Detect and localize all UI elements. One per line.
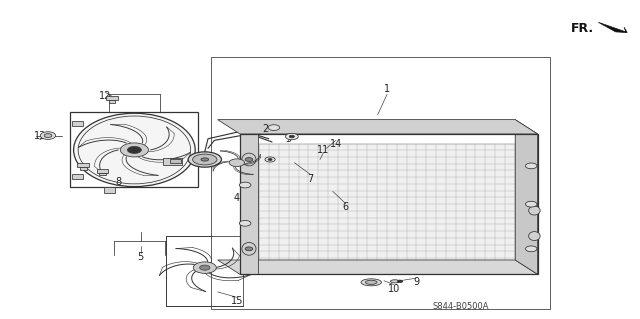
Ellipse shape — [242, 153, 256, 166]
Text: 5: 5 — [138, 252, 144, 262]
Bar — [259, 144, 534, 265]
Text: 3: 3 — [285, 134, 291, 144]
Text: 14: 14 — [330, 138, 342, 149]
Bar — [104, 188, 115, 192]
Ellipse shape — [365, 280, 377, 285]
Text: 2: 2 — [262, 124, 269, 134]
Text: 10: 10 — [387, 284, 400, 294]
Polygon shape — [515, 120, 538, 274]
Circle shape — [525, 246, 537, 252]
Circle shape — [245, 158, 253, 161]
Ellipse shape — [188, 152, 221, 167]
Circle shape — [120, 143, 148, 157]
Ellipse shape — [193, 154, 217, 165]
Circle shape — [525, 163, 537, 169]
Text: 11: 11 — [317, 145, 330, 155]
Ellipse shape — [361, 279, 381, 286]
Circle shape — [193, 262, 216, 273]
Ellipse shape — [201, 158, 209, 161]
Circle shape — [200, 265, 210, 270]
Bar — [163, 158, 182, 165]
Text: 4: 4 — [234, 193, 240, 203]
Bar — [166, 236, 243, 306]
Text: 8: 8 — [115, 177, 122, 187]
Circle shape — [239, 182, 251, 188]
Polygon shape — [598, 22, 627, 33]
Ellipse shape — [242, 242, 256, 255]
Bar — [72, 174, 83, 179]
Circle shape — [40, 132, 56, 139]
Polygon shape — [218, 260, 538, 274]
Circle shape — [268, 125, 280, 130]
Text: 7: 7 — [307, 174, 314, 184]
Bar — [211, 57, 550, 309]
Ellipse shape — [74, 113, 195, 187]
Bar — [170, 159, 181, 163]
Text: 1: 1 — [384, 84, 390, 94]
Bar — [80, 167, 86, 170]
Circle shape — [44, 134, 52, 137]
Circle shape — [268, 159, 272, 160]
Bar — [70, 113, 198, 188]
Circle shape — [397, 280, 403, 283]
Ellipse shape — [529, 206, 540, 215]
Circle shape — [127, 146, 141, 153]
Text: FR.: FR. — [571, 22, 594, 35]
Text: 13: 13 — [33, 130, 46, 141]
Circle shape — [265, 157, 275, 162]
Bar — [106, 96, 118, 100]
Circle shape — [525, 201, 537, 207]
Circle shape — [229, 159, 244, 167]
Text: S844-B0500A: S844-B0500A — [433, 302, 489, 311]
Bar — [109, 100, 115, 103]
Ellipse shape — [529, 232, 540, 241]
Bar — [72, 121, 83, 126]
Text: 12: 12 — [99, 91, 112, 101]
Bar — [97, 169, 108, 173]
Ellipse shape — [390, 280, 399, 283]
Polygon shape — [218, 120, 538, 134]
Bar — [77, 163, 89, 167]
Circle shape — [285, 133, 298, 140]
Bar — [240, 134, 538, 274]
Circle shape — [289, 135, 294, 138]
Text: 6: 6 — [342, 202, 349, 212]
Text: 9: 9 — [413, 277, 419, 287]
Circle shape — [245, 247, 253, 251]
Text: 15: 15 — [230, 296, 243, 307]
Bar — [240, 134, 258, 274]
Circle shape — [239, 220, 251, 226]
Bar — [99, 173, 106, 175]
